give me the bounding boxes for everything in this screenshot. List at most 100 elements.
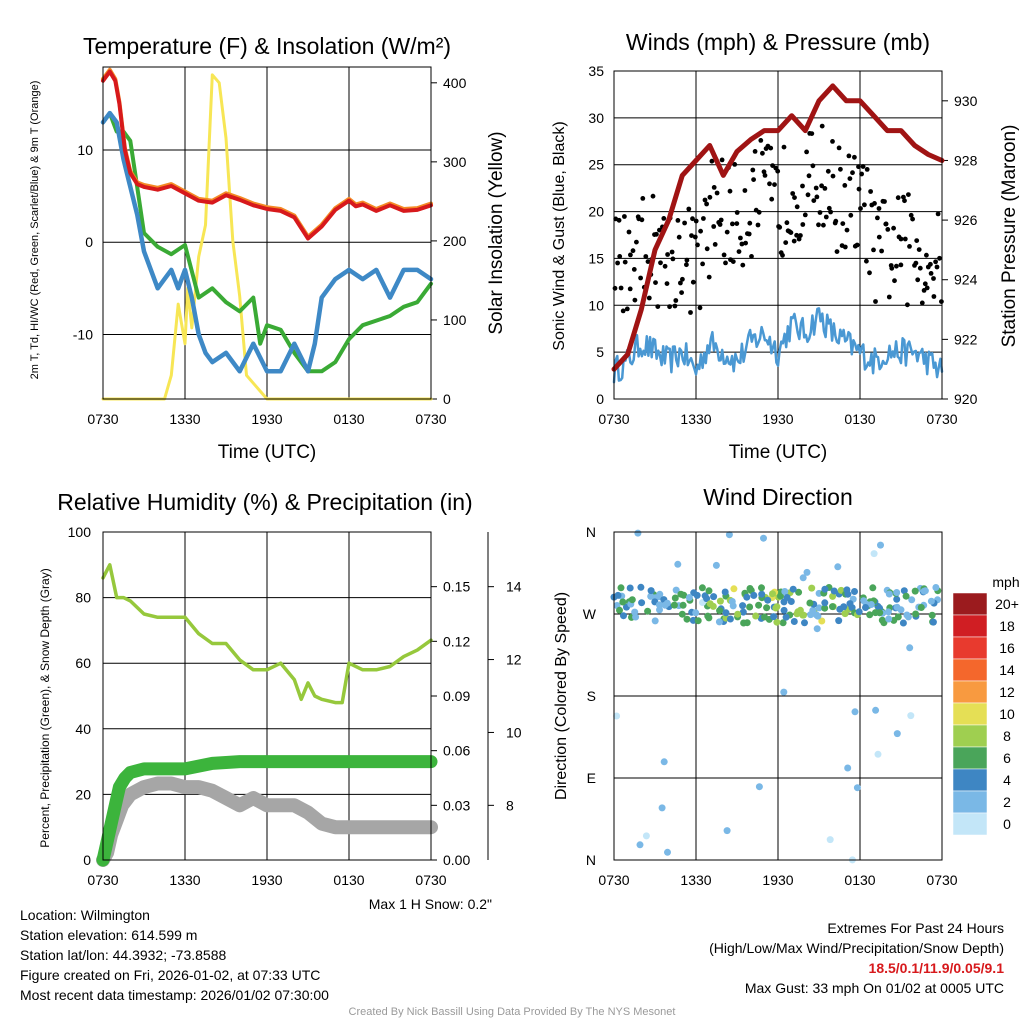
- direction-point: [799, 574, 807, 582]
- direction-point: [613, 712, 621, 720]
- gust-point: [790, 191, 796, 196]
- direction-point: [855, 608, 863, 616]
- direction-point: [715, 618, 723, 626]
- gust-point: [684, 257, 690, 263]
- direction-point: [674, 560, 682, 568]
- gust-point: [749, 254, 754, 259]
- dir-ytick-label: N: [586, 524, 596, 540]
- gust-point: [747, 220, 753, 226]
- gust-point: [742, 188, 748, 193]
- direction-point: [764, 596, 772, 604]
- dir-xtick-label: 0730: [598, 872, 629, 888]
- rh-ytick-label: 40: [75, 721, 91, 737]
- gust-point: [937, 255, 942, 261]
- gust-point: [809, 131, 815, 137]
- gust-point: [682, 220, 687, 226]
- gust-point: [769, 196, 775, 202]
- direction-point: [841, 610, 849, 618]
- direction-point: [821, 585, 829, 593]
- direction-point: [746, 603, 754, 611]
- direction-point: [620, 612, 627, 620]
- gust-point: [646, 295, 652, 301]
- direction-point: [846, 600, 854, 608]
- gust-point: [723, 260, 728, 266]
- direction-point: [730, 585, 738, 593]
- direction-point: [869, 584, 877, 592]
- gust-point: [736, 249, 742, 255]
- rh-line: [101, 563, 433, 705]
- direction-point: [725, 531, 733, 539]
- winds-xtick-label: 1330: [680, 411, 711, 427]
- dir-ytick-label: N: [586, 852, 596, 868]
- temp-frame: [102, 66, 432, 400]
- gust-point: [879, 248, 884, 254]
- extremes-info: Extremes For Past 24 Hours (High/Low/Max…: [709, 918, 1004, 998]
- precip-tick-label: 0.06: [443, 743, 470, 759]
- dir-xtick-label: 1930: [762, 872, 793, 888]
- direction-point: [866, 611, 874, 619]
- direction-point: [755, 783, 763, 791]
- sonic-wind-line: [612, 307, 944, 384]
- rh-ytick-label: 60: [75, 655, 91, 671]
- dir-ytick-label: S: [587, 688, 596, 704]
- gust-point: [678, 280, 683, 286]
- gust-point: [664, 281, 670, 286]
- gust-point: [758, 138, 764, 143]
- colorbar-swatch: [952, 614, 988, 638]
- pressure-tick-label: 920: [954, 391, 978, 407]
- direction-point: [638, 599, 646, 607]
- temperature-panel: Temperature (F) & Insolation (W/m²) 0730…: [29, 33, 507, 463]
- rh-ytick-label: 20: [75, 786, 91, 802]
- colorbar-swatch: [952, 768, 988, 792]
- direction-point: [755, 601, 763, 609]
- gust-point: [830, 139, 835, 144]
- gust-point: [928, 271, 934, 276]
- direction-point: [658, 804, 666, 812]
- direction-point: [826, 836, 834, 844]
- gust-point: [871, 247, 876, 253]
- gust-point: [707, 194, 713, 200]
- gust-point: [924, 252, 929, 258]
- colorbar-swatch: [952, 702, 988, 726]
- colorbar-swatch: [952, 592, 988, 616]
- extremes-subtitle: (High/Low/Max Wind/Precipitation/Snow De…: [709, 940, 1004, 956]
- snow-depth-line: [96, 776, 438, 867]
- gust-point: [826, 205, 832, 211]
- gust-point: [875, 215, 880, 221]
- gust-point: [856, 164, 861, 170]
- colorbar-level-label: 10: [999, 706, 1015, 722]
- gust-point: [822, 186, 828, 191]
- direction-point: [851, 588, 858, 595]
- gust-point: [914, 238, 920, 244]
- colorbar-level-label: 12: [999, 684, 1015, 700]
- gust-point: [727, 188, 733, 194]
- gust-point: [616, 217, 622, 223]
- gust-point: [894, 263, 899, 269]
- gust-point: [834, 249, 840, 255]
- gust-point: [655, 304, 661, 309]
- direction-point: [760, 534, 767, 542]
- gust-point: [901, 194, 906, 200]
- insolation-line: [101, 73, 433, 401]
- gust-point: [704, 201, 709, 207]
- temp-xlabel: Time (UTC): [218, 442, 317, 463]
- gust-point: [833, 218, 839, 224]
- direction-point: [726, 615, 734, 623]
- gust-point: [746, 231, 752, 237]
- gust-point: [738, 235, 743, 241]
- direction-point: [692, 609, 700, 617]
- winds-xtick-label: 0730: [926, 411, 957, 427]
- gust-point: [658, 260, 663, 266]
- gust-point: [859, 171, 864, 177]
- temp-ytick-label: 0: [85, 234, 93, 250]
- gust-point: [842, 183, 848, 188]
- gust-point: [640, 196, 646, 201]
- snow-tick-label: 8: [506, 797, 514, 813]
- gust-point: [777, 224, 783, 230]
- gust-point: [680, 276, 685, 282]
- direction-point: [862, 604, 869, 611]
- direction-point: [783, 594, 791, 601]
- temp-2m-line: [101, 69, 433, 241]
- gust-point: [695, 242, 700, 248]
